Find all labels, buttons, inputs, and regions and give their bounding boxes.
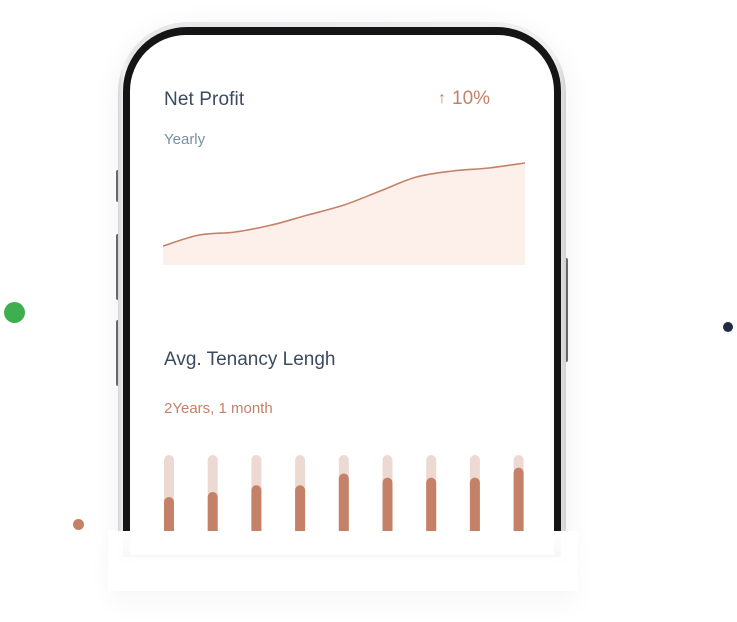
arrow-up-icon: ↑	[438, 91, 446, 107]
bar-5	[339, 473, 349, 539]
phone-bottom-fade	[108, 531, 578, 591]
tenancy-bar-chart	[161, 453, 531, 543]
bar-6	[383, 478, 393, 539]
bar-9	[514, 468, 524, 539]
bar-7	[426, 478, 436, 539]
tenancy-value: 2Years, 1 month	[164, 400, 273, 417]
decorative-dot-green	[4, 302, 25, 323]
net-profit-change-label: 10%	[452, 88, 490, 110]
decorative-dot-navy	[723, 322, 733, 332]
net-profit-period: Yearly	[164, 131, 205, 148]
tenancy-title: Avg. Tenancy Lengh	[164, 349, 336, 371]
net-profit-change: ↑ 10%	[438, 88, 490, 110]
decorative-dot-terracotta	[73, 519, 84, 530]
net-profit-area-chart	[163, 155, 525, 265]
phone-screen: Net Profit ↑ 10% Yearly Avg. Tenancy Len…	[130, 35, 554, 555]
bar-8	[470, 478, 480, 539]
net-profit-title: Net Profit	[164, 89, 244, 111]
area-fill	[163, 163, 525, 265]
